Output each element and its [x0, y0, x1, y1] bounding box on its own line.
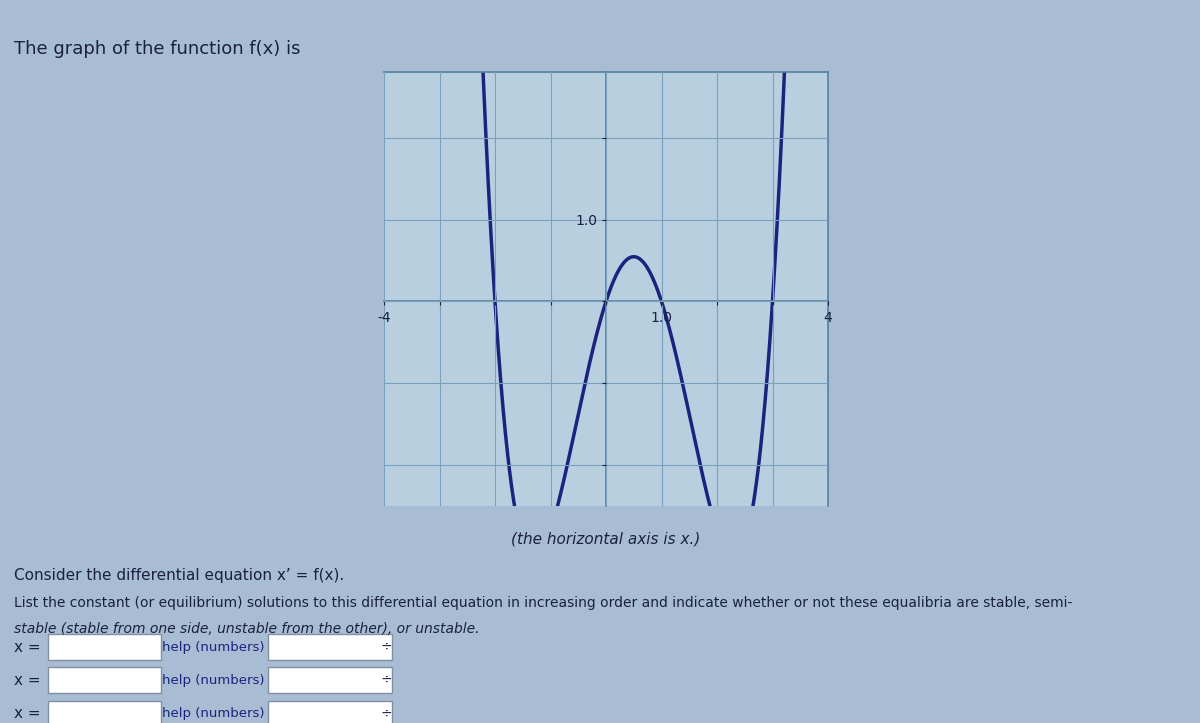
Text: x =: x =	[14, 673, 41, 688]
Text: The graph of the function f(x) is: The graph of the function f(x) is	[14, 40, 301, 58]
Text: (the horizontal axis is x.): (the horizontal axis is x.)	[511, 531, 701, 547]
Text: ÷: ÷	[380, 640, 392, 654]
Text: List the constant (or equilibrium) solutions to this differential equation in in: List the constant (or equilibrium) solut…	[14, 596, 1073, 610]
Text: x =: x =	[14, 706, 41, 721]
Text: help (numbers): help (numbers)	[162, 707, 264, 720]
Text: ÷: ÷	[380, 706, 392, 721]
Text: help (numbers): help (numbers)	[162, 674, 264, 687]
Text: Consider the differential equation x’ = f(x).: Consider the differential equation x’ = …	[14, 568, 344, 583]
Text: x =: x =	[14, 640, 41, 654]
Text: stable (stable from one side, unstable from the other), or unstable.: stable (stable from one side, unstable f…	[14, 622, 480, 636]
Text: ÷: ÷	[380, 673, 392, 688]
Text: help (numbers): help (numbers)	[162, 641, 264, 654]
